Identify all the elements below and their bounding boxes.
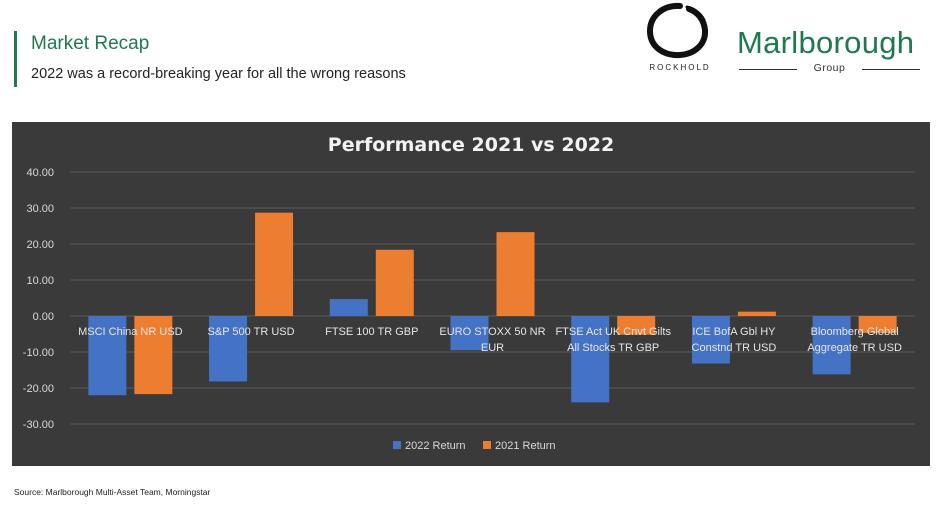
y-tick-label: 0.00 xyxy=(33,311,54,323)
y-tick-label: 40.00 xyxy=(26,167,54,179)
category-label-line: ICE BofA Gbl HY xyxy=(692,326,776,338)
rockhold-wordmark: ROCKHOLD xyxy=(649,63,711,72)
page-subtitle: 2022 was a record-breaking year for all … xyxy=(31,66,406,82)
bar-2021 xyxy=(737,311,776,316)
bar-2022 xyxy=(571,316,610,403)
bar-2021 xyxy=(858,316,897,333)
bar-2022 xyxy=(209,316,248,382)
bar-2022 xyxy=(329,299,368,316)
bar-2021 xyxy=(496,232,535,316)
category-label: FTSE 100 TR GBP xyxy=(325,326,418,338)
rockhold-logo xyxy=(646,2,709,59)
group-rule-right xyxy=(862,69,920,70)
bar-2021 xyxy=(255,212,294,316)
y-tick-label: -20.00 xyxy=(23,383,54,395)
y-tick-label: 20.00 xyxy=(26,239,54,251)
legend-swatch-2022 xyxy=(393,441,401,449)
group-word: Group xyxy=(813,62,846,74)
category-label-line: FTSE 100 TR GBP xyxy=(325,326,418,338)
bar-2022 xyxy=(691,316,730,364)
category-label: ICE BofA Gbl HY Constnd TR USD xyxy=(692,326,777,354)
legend-swatch-2021 xyxy=(483,441,491,449)
category-label: MSCI China NR USD xyxy=(78,326,183,338)
category-label: Bloomberg Global Aggregate TR USD xyxy=(807,326,902,354)
bar-2022 xyxy=(88,316,127,396)
bar-2021 xyxy=(617,316,656,335)
group-rule-left xyxy=(739,69,797,70)
bar-2021 xyxy=(134,316,173,395)
y-tick-label: 30.00 xyxy=(26,203,54,215)
category-label-line: MSCI China NR USD xyxy=(78,326,183,338)
category-label-line: All Stocks TR GBP xyxy=(567,342,659,354)
chart-title: Performance 2021 vs 2022 xyxy=(328,134,614,156)
marlborough-wordmark: Marlborough xyxy=(737,25,915,60)
source-note: Source: Marlborough Multi-Asset Team, Mo… xyxy=(14,487,211,497)
header-accent-bar xyxy=(14,31,17,87)
bar-2022 xyxy=(450,316,489,351)
category-label-line: Constnd TR USD xyxy=(692,342,777,354)
category-label: FTSE Act UK Cnvt Gilts All Stocks TR GBP xyxy=(555,326,671,354)
y-tick-label: 10.00 xyxy=(26,275,54,287)
page-title: Market Recap xyxy=(31,33,150,54)
legend-label: 2022 Return xyxy=(405,440,466,452)
category-label-line: Aggregate TR USD xyxy=(807,342,902,354)
chart-panel: Performance 2021 vs 2022 40.00 30.00 20.00 1… xyxy=(12,122,930,466)
bar-2021 xyxy=(375,249,414,316)
category-label-line: S&P 500 TR USD xyxy=(208,326,295,338)
y-tick-label: -30.00 xyxy=(23,419,54,431)
legend-label: 2021 Return xyxy=(495,440,556,452)
category-label-line: FTSE Act UK Cnvt Gilts xyxy=(555,326,671,338)
category-label-line: EURO STOXX 50 NR xyxy=(439,326,545,338)
category-label-line: EUR xyxy=(481,342,504,354)
marlborough-group-label: Group xyxy=(737,62,922,76)
bar-2022 xyxy=(812,316,851,375)
category-label-line: Bloomberg Global xyxy=(811,326,899,338)
category-label: EURO STOXX 50 NR EUR xyxy=(439,326,545,354)
performance-chart: Performance 2021 vs 2022 40.00 30.00 20.00 1… xyxy=(23,134,915,452)
y-tick-label: -10.00 xyxy=(23,347,54,359)
category-label: S&P 500 TR USD xyxy=(208,326,295,338)
